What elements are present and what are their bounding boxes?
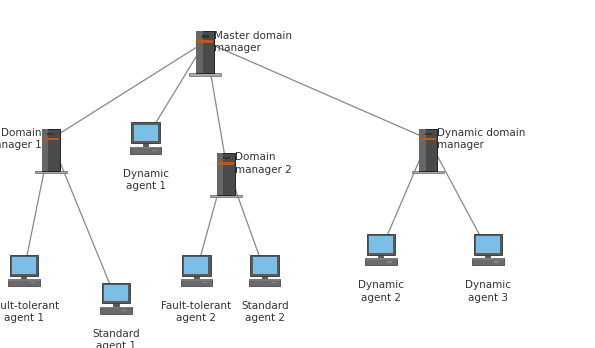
FancyBboxPatch shape [101, 307, 131, 314]
Bar [189, 73, 221, 76]
FancyBboxPatch shape [367, 234, 395, 255]
Text: Fault-tolerant
agent 1: Fault-tolerant agent 1 [0, 301, 59, 323]
Bar [35, 171, 67, 173]
Bar [369, 236, 393, 253]
Text: Dynamic domain
manager: Dynamic domain manager [437, 128, 526, 150]
Bar [42, 129, 48, 171]
Bar [262, 276, 267, 279]
Bar [472, 258, 503, 260]
Bar [419, 129, 425, 171]
Bar [203, 282, 207, 284]
Bar [378, 255, 383, 258]
Bar [143, 143, 148, 147]
Bar [101, 307, 131, 308]
Bar [114, 303, 118, 307]
Bar [202, 35, 209, 38]
Bar [152, 150, 156, 151]
Bar [249, 279, 280, 280]
Text: Dynamic
agent 3: Dynamic agent 3 [465, 280, 511, 302]
Bar [486, 255, 490, 258]
FancyBboxPatch shape [42, 129, 60, 171]
Bar [196, 31, 202, 73]
Bar [30, 282, 35, 284]
Bar [123, 310, 127, 311]
Bar [365, 258, 396, 260]
Bar [130, 147, 161, 148]
Bar [420, 137, 436, 141]
FancyBboxPatch shape [131, 122, 160, 143]
Text: Domain
manager 2: Domain manager 2 [235, 152, 292, 175]
Bar [218, 162, 234, 165]
Bar [134, 125, 158, 141]
Text: Dynamic
agent 2: Dynamic agent 2 [358, 280, 404, 302]
Bar [253, 257, 277, 274]
Bar [223, 157, 230, 159]
FancyBboxPatch shape [181, 279, 212, 286]
Bar [476, 236, 500, 253]
Bar [210, 195, 242, 197]
FancyBboxPatch shape [472, 258, 503, 265]
FancyBboxPatch shape [217, 153, 235, 195]
Bar [12, 257, 36, 274]
Bar [217, 153, 224, 195]
Text: Dynamic
agent 1: Dynamic agent 1 [123, 169, 169, 191]
FancyBboxPatch shape [249, 279, 280, 286]
Text: Standard
agent 2: Standard agent 2 [241, 301, 289, 323]
Bar [184, 257, 208, 274]
Bar [194, 276, 199, 279]
Bar [104, 285, 128, 301]
Bar [181, 279, 212, 280]
Bar [47, 133, 54, 135]
FancyBboxPatch shape [8, 279, 39, 286]
FancyBboxPatch shape [196, 31, 214, 73]
FancyBboxPatch shape [474, 234, 502, 255]
FancyBboxPatch shape [130, 147, 161, 154]
Bar [21, 276, 26, 279]
Text: Standard
agent 1: Standard agent 1 [92, 329, 140, 348]
FancyBboxPatch shape [102, 283, 130, 303]
Bar [412, 171, 444, 173]
Bar [43, 137, 58, 141]
FancyBboxPatch shape [182, 255, 211, 276]
Bar [425, 133, 432, 135]
FancyBboxPatch shape [419, 129, 437, 171]
Bar [271, 282, 275, 284]
Bar [387, 261, 392, 263]
Bar [197, 40, 214, 43]
FancyBboxPatch shape [250, 255, 279, 276]
Bar [8, 279, 39, 280]
Text: Master domain
manager: Master domain manager [214, 31, 292, 53]
FancyBboxPatch shape [365, 258, 396, 265]
Text: Fault-tolerant
agent 2: Fault-tolerant agent 2 [161, 301, 231, 323]
Text: Domain
manager 1: Domain manager 1 [0, 128, 42, 150]
FancyBboxPatch shape [10, 255, 38, 276]
Bar [494, 261, 499, 263]
